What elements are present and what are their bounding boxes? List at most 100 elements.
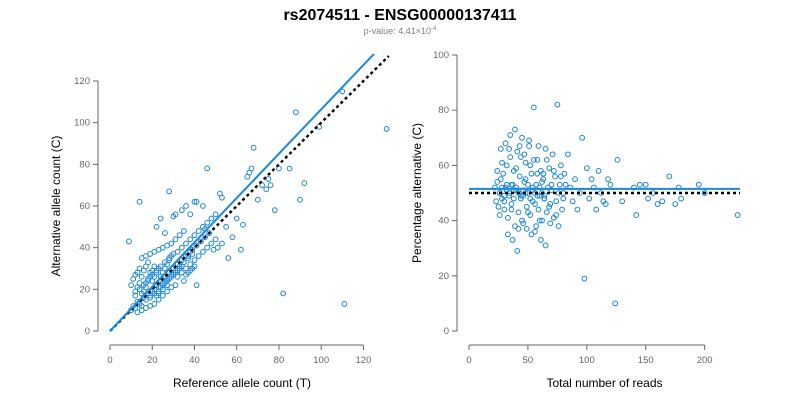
data-point — [542, 242, 549, 249]
data-point — [265, 176, 272, 182]
data-point — [548, 181, 555, 188]
data-point — [543, 156, 550, 163]
data-point — [695, 181, 702, 188]
data-point — [136, 198, 143, 205]
data-point — [193, 282, 200, 289]
data-point — [172, 236, 179, 243]
data-point — [339, 88, 346, 95]
data-point — [494, 168, 501, 174]
data-point — [555, 223, 562, 230]
data-point — [191, 257, 198, 264]
data-point — [539, 217, 545, 224]
data-point — [166, 188, 173, 195]
data-point — [545, 184, 551, 191]
x-tick-label: 100 — [313, 355, 329, 366]
data-point — [595, 168, 602, 174]
data-point — [528, 170, 535, 177]
data-point — [147, 294, 154, 301]
data-point — [672, 201, 679, 207]
data-point — [527, 162, 534, 169]
data-point — [191, 232, 198, 239]
data-point — [561, 170, 568, 177]
data-point — [535, 143, 542, 149]
data-point — [178, 207, 185, 214]
data-point — [534, 170, 541, 177]
data-point — [507, 154, 514, 161]
data-point — [254, 196, 261, 203]
data-point — [248, 165, 255, 172]
data-point — [496, 190, 503, 196]
data-point — [500, 170, 507, 177]
data-point — [593, 206, 600, 213]
data-point — [614, 156, 621, 163]
data-point — [229, 234, 236, 241]
data-point — [633, 212, 640, 218]
data-point — [178, 263, 185, 270]
data-point — [497, 145, 504, 152]
data-point — [181, 278, 187, 284]
data-point — [168, 240, 175, 247]
data-point — [546, 165, 553, 172]
data-point — [553, 212, 560, 218]
data-point — [212, 236, 219, 243]
data-point — [532, 228, 538, 235]
data-point — [189, 246, 196, 253]
data-point — [605, 176, 611, 183]
data-point — [507, 132, 514, 138]
data-point — [140, 288, 147, 295]
data-point — [132, 292, 139, 299]
data-point — [183, 240, 189, 247]
data-point — [495, 203, 502, 210]
x-tick-label: 50 — [523, 355, 534, 366]
data-point — [157, 215, 164, 222]
x-tick-label: 40 — [189, 355, 200, 366]
data-point — [136, 280, 143, 286]
y-axis-title: Percentage alternative (C) — [410, 123, 424, 263]
data-point — [549, 151, 556, 158]
data-point — [532, 201, 538, 207]
x-tick-label: 0 — [107, 355, 112, 366]
data-point — [151, 263, 158, 270]
data-point — [536, 217, 543, 224]
data-point — [666, 173, 673, 180]
data-point — [162, 230, 168, 236]
data-point — [126, 238, 132, 245]
chart-subtitle: p-value: 4.41×10-4 — [364, 26, 437, 36]
data-point — [527, 195, 534, 202]
data-point — [586, 195, 593, 202]
data-point — [187, 236, 194, 243]
data-point — [512, 126, 518, 133]
y-tick-label: 20 — [438, 271, 449, 282]
data-point — [535, 206, 542, 213]
data-point — [508, 206, 515, 213]
data-point — [172, 282, 179, 289]
data-point — [569, 198, 576, 205]
data-point — [659, 198, 666, 205]
data-point — [280, 290, 287, 297]
data-point — [206, 230, 213, 236]
data-point — [521, 151, 528, 158]
data-point — [534, 156, 541, 163]
data-point — [612, 300, 619, 307]
data-point — [503, 162, 510, 169]
data-point — [212, 211, 219, 218]
data-point — [514, 248, 521, 254]
y-tick-label: 60 — [438, 160, 449, 171]
data-point — [208, 215, 215, 222]
data-point — [678, 195, 684, 202]
data-point — [547, 220, 554, 227]
data-point — [590, 184, 597, 191]
data-point — [383, 126, 390, 132]
data-point — [559, 206, 565, 213]
data-point — [195, 228, 202, 234]
data-point — [504, 214, 511, 221]
y-tick-label: 0 — [444, 326, 449, 337]
data-point — [543, 209, 550, 216]
data-point — [506, 145, 512, 152]
data-point — [560, 195, 567, 202]
data-point — [219, 240, 225, 247]
data-point — [581, 275, 588, 282]
y-tick-label: 120 — [74, 76, 90, 87]
data-point — [496, 212, 503, 218]
